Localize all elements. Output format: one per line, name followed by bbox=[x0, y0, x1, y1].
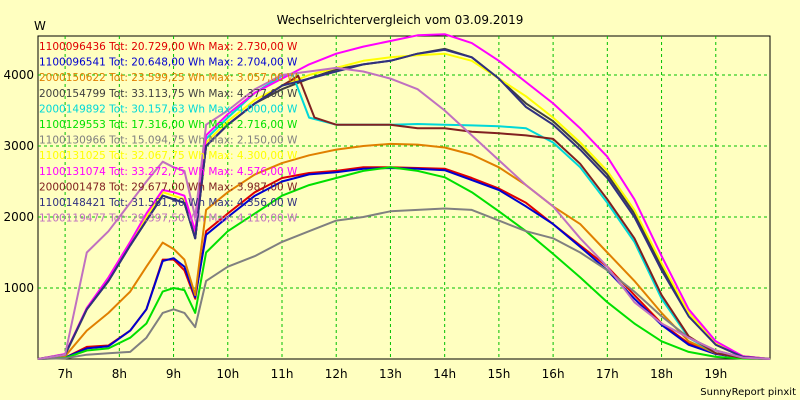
x-tick-label: 12h bbox=[325, 367, 348, 381]
series-line bbox=[37, 52, 771, 360]
legend-entry: 1100148421 Tot: 31.581,50 Wh Max: 4.356,… bbox=[39, 197, 298, 209]
series-line bbox=[37, 66, 771, 360]
x-tick-label: 7h bbox=[57, 367, 72, 381]
legend-entry: 1100131074 Tot: 33.272,75 Wh Max: 4.576,… bbox=[39, 166, 298, 178]
plot-frame bbox=[37, 35, 771, 360]
legend-entry: 1100119477 Tot: 29.397,50 Wh Max: 4.110,… bbox=[39, 213, 298, 225]
series-line bbox=[37, 33, 771, 360]
plot-area bbox=[37, 35, 771, 360]
series-line bbox=[37, 48, 771, 360]
y-unit-label: W bbox=[34, 19, 46, 33]
x-tick-label: 14h bbox=[433, 367, 456, 381]
x-tick-label: 13h bbox=[379, 367, 402, 381]
legend: 1100096436 Tot: 20.729,00 Wh Max: 2.730,… bbox=[39, 41, 298, 225]
series-line bbox=[37, 166, 771, 360]
y-tick-label: 2000 bbox=[3, 210, 34, 224]
legend-entry: 1100130966 Tot: 15.094,75 Wh Max: 2.150,… bbox=[39, 135, 298, 147]
legend-entry: 2000150622 Tot: 23.599,25 Wh Max: 3.057,… bbox=[39, 72, 298, 84]
y-axis-ticks: 1000 2000 3000 4000 bbox=[3, 68, 34, 295]
y-tick-label: 4000 bbox=[3, 68, 34, 82]
y-tick-label: 1000 bbox=[3, 281, 34, 295]
legend-entry: 1100131025 Tot: 32.067,75 Wh Max: 4.300,… bbox=[39, 150, 298, 162]
x-tick-label: 17h bbox=[596, 367, 619, 381]
legend-entry: 1100129553 Tot: 17.316,00 Wh Max: 2.716,… bbox=[39, 119, 298, 131]
legend-entry: 2000149892 Tot: 30.157,63 Wh Max: 4.000,… bbox=[39, 103, 298, 115]
x-tick-label: 18h bbox=[650, 367, 673, 381]
x-tick-label: 10h bbox=[216, 367, 239, 381]
footer-credit: SunnyReport pinxit bbox=[700, 387, 796, 398]
x-tick-label: 8h bbox=[112, 367, 127, 381]
x-tick-label: 15h bbox=[487, 367, 510, 381]
legend-entry: 1100096436 Tot: 20.729,00 Wh Max: 2.730,… bbox=[39, 41, 298, 53]
x-tick-label: 11h bbox=[271, 367, 294, 381]
series-line bbox=[37, 207, 771, 360]
x-tick-label: 19h bbox=[704, 367, 727, 381]
x-axis-ticks: 7h 8h 9h 10h 11h 12h 13h 14h 15h 16h 17h 18h 19h bbox=[57, 367, 727, 381]
grid-lines bbox=[38, 36, 770, 359]
x-tick-label: 9h bbox=[166, 367, 181, 381]
x-tick-label: 16h bbox=[542, 367, 565, 381]
series-line bbox=[37, 167, 771, 360]
legend-entry: 2000001478 Tot: 29.677,00 Wh Max: 3.987,… bbox=[39, 181, 298, 193]
legend-entry: 1100096541 Tot: 20.648,00 Wh Max: 2.704,… bbox=[39, 57, 298, 69]
series-line bbox=[37, 142, 771, 360]
chart-title: Wechselrichtervergleich vom 03.09.2019 bbox=[277, 13, 524, 27]
legend-entry: 2000154799 Tot: 33.113,75 Wh Max: 4.377,… bbox=[39, 88, 298, 100]
series-lines bbox=[37, 33, 771, 360]
y-tick-label: 3000 bbox=[3, 139, 34, 153]
